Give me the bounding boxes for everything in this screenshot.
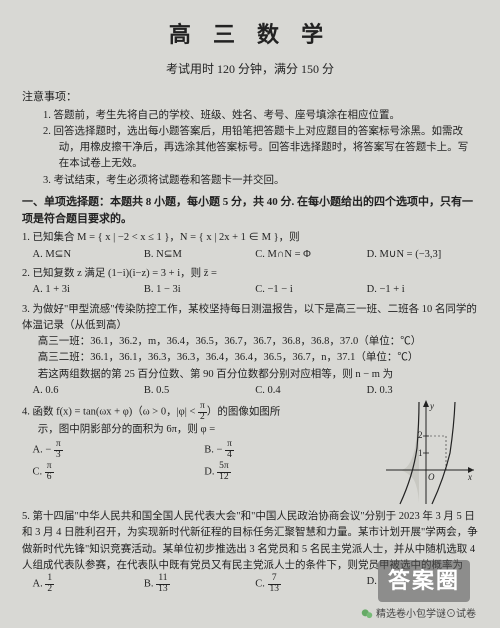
q5-option-c: C. 713 — [255, 574, 366, 594]
q4-option-b: B. − π4 — [204, 440, 376, 460]
svg-text:2: 2 — [418, 430, 423, 440]
svg-text:O: O — [428, 472, 435, 482]
q2-option-a: A. 1 + 3i — [33, 282, 144, 298]
q2-option-d: D. −1 + i — [367, 282, 478, 298]
q3-option-d: D. 0.3 — [367, 383, 478, 399]
question-4: 4. 函数 f(x) = tan(ωx + φ)（ω > 0，|φ| < π2）… — [22, 402, 478, 506]
wechat-icon — [360, 607, 374, 621]
q3-option-a: A. 0.6 — [33, 383, 144, 399]
q3-data-line2: 高三二班：36.1，36.1，36.3，36.3，36.4，36.4，36.5，… — [38, 350, 478, 366]
question-2: 2. 已知复数 z 满足 (1−i)(i−z) = 3 + i，则 z̄ = A… — [22, 266, 478, 299]
q4-option-a: A. − π3 — [33, 440, 205, 460]
page-title: 高 三 数 学 — [22, 18, 478, 52]
q1-stem: 1. 已知集合 M = { x | −2 < x ≤ 1 }，N = { x |… — [22, 230, 478, 246]
q1-option-c: C. M∩N = Φ — [255, 247, 366, 263]
q5-option-b: B. 1113 — [144, 574, 255, 594]
q4-stem-1: 4. 函数 f(x) = tan(ωx + φ)（ω > 0，|φ| < π2）… — [22, 402, 376, 422]
q3-stem: 3. 为做好"甲型流感"传染防控工作，某校坚持每日测温报告，以下是高三一班、二班… — [22, 302, 478, 335]
q2-option-b: B. 1 − 3i — [144, 282, 255, 298]
svg-text:1: 1 — [418, 448, 423, 458]
question-1: 1. 已知集合 M = { x | −2 < x ≤ 1 }，N = { x |… — [22, 230, 478, 263]
q4-option-d: D. 5π12 — [204, 462, 376, 482]
q2-stem: 2. 已知复数 z 满足 (1−i)(i−z) = 3 + i，则 z̄ = — [22, 266, 478, 282]
q1-option-d: D. M∪N = (−3,3] — [367, 247, 478, 263]
q1-option-a: A. M⊆N — [33, 247, 144, 263]
watermark: 答案圈 — [378, 560, 470, 602]
svg-text:x: x — [467, 472, 472, 482]
svg-text:y: y — [429, 401, 434, 411]
q3-option-b: B. 0.5 — [144, 383, 255, 399]
q5-option-a: A. 12 — [33, 574, 144, 594]
q1-option-b: B. N⊆M — [144, 247, 255, 263]
q3-option-c: C. 0.4 — [255, 383, 366, 399]
q4-stem-2: 示，图中阴影部分的面积为 6π，则 φ = — [38, 422, 376, 438]
notice-label: 注意事项： — [22, 89, 478, 106]
q3-data-line1: 高三一班：36.1，36.2，m，36.4，36.5，36.7，36.7，36.… — [38, 334, 478, 350]
q4-option-c: C. π6 — [33, 462, 205, 482]
notice-item: 1. 答题前，考生先将自己的学校、班级、姓名、考号、座号填涂在相应位置。 — [43, 108, 478, 124]
notice-item: 2. 回答选择题时，选出每小题答案后，用铅笔把答题卡上对应题目的答案标号涂黑。如… — [43, 124, 478, 171]
question-3: 3. 为做好"甲型流感"传染防控工作，某校坚持每日测温报告，以下是高三一班、二班… — [22, 302, 478, 400]
part-a-head: 一、单项选择题：本题共 8 小题，每小题 5 分，共 40 分. 在每小题给出的… — [22, 194, 478, 227]
notice-item: 3. 考试结束，考生必须将试题卷和答题卡一并交回。 — [43, 173, 478, 189]
exam-subtitle: 考试用时 120 分钟，满分 150 分 — [22, 60, 478, 79]
q4-graph: 2 1 O x y — [380, 398, 478, 506]
q3-line3: 若这两组数据的第 25 百分位数、第 90 百分位数都分别对应相等，则 n − … — [38, 367, 478, 383]
footer-source: 精选卷小包学谜⊙试卷 — [360, 607, 476, 623]
q2-option-c: C. −1 − i — [255, 282, 366, 298]
